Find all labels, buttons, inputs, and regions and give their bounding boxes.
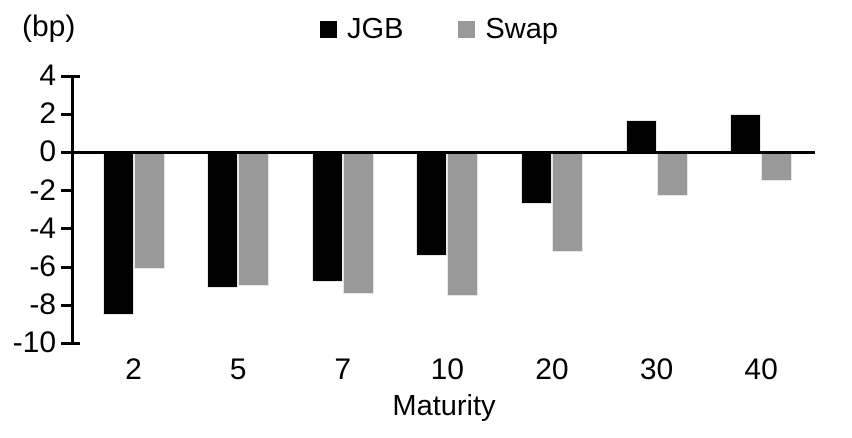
y-axis-unit-label: (bp) [22, 10, 76, 43]
legend-item-swap: Swap [458, 14, 558, 44]
x-axis-label-7: 7 [334, 353, 352, 386]
legend: JGB Swap [0, 14, 852, 44]
y-axis-tick-label: -2 [29, 173, 56, 207]
legend-label-swap: Swap [485, 13, 558, 45]
y-axis-tick-label: -4 [29, 211, 56, 245]
bar-swap-7 [342, 152, 374, 294]
x-axis-label-40: 40 [744, 353, 778, 386]
x-axis-label-30: 30 [639, 353, 674, 386]
bar-jgb-5 [207, 152, 239, 288]
y-axis-tick-label: -10 [12, 326, 56, 360]
legend-item-jgb: JGB [320, 14, 403, 44]
x-axis-title: Maturity [392, 390, 496, 422]
bar-swap-5 [238, 152, 270, 287]
y-axis-tick-label: -8 [29, 288, 56, 322]
x-axis-zero-line [71, 150, 815, 154]
bar-jgb-2 [102, 152, 134, 315]
x-axis-label-20: 20 [535, 353, 569, 386]
bar-swap-30 [656, 152, 688, 197]
y-axis-tick [61, 150, 74, 154]
y-axis-tick [61, 303, 74, 307]
y-axis-tick [61, 341, 80, 345]
x-axis-label-10: 10 [430, 353, 464, 386]
bar-jgb-10 [416, 152, 448, 256]
y-axis-tick [61, 227, 74, 231]
bar-jgb-40 [730, 114, 762, 153]
y-axis-tick [61, 189, 74, 193]
bar-swap-10 [447, 152, 479, 296]
y-axis-tick [61, 112, 74, 116]
bar-swap-2 [133, 152, 165, 269]
y-axis-tick-label: -6 [29, 250, 56, 283]
y-axis-tick-label: 0 [39, 135, 56, 169]
y-axis-tick [61, 74, 80, 78]
bar-jgb-20 [520, 152, 552, 204]
bar-jgb-7 [311, 152, 343, 283]
y-axis-tick-label: 2 [39, 97, 56, 131]
legend-swatch-jgb [320, 20, 338, 38]
y-axis-line [71, 74, 74, 345]
legend-label-jgb: JGB [347, 13, 404, 45]
x-axis-label-2: 2 [125, 353, 142, 386]
bar-swap-40 [761, 152, 793, 182]
y-axis-tick [61, 265, 74, 269]
y-axis-tick-label: 4 [39, 59, 56, 92]
bar-jgb-30 [625, 119, 657, 153]
legend-swatch-swap [458, 20, 476, 38]
bar-swap-20 [551, 152, 583, 252]
x-axis-label-5: 5 [229, 353, 247, 386]
